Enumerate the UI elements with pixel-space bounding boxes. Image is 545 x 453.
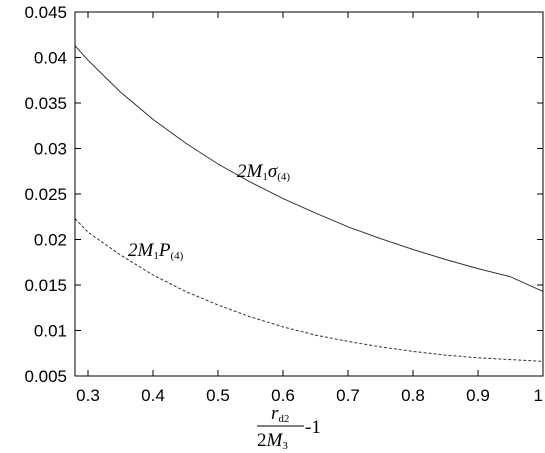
- y-tick-label: 0.025: [24, 185, 67, 204]
- y-tick-label: 0.005: [24, 367, 67, 386]
- xlabel-suffix: -1: [305, 417, 321, 438]
- x-tick-label: 0.5: [206, 386, 230, 405]
- sigma-curve-label: 2M1σ(4): [237, 161, 290, 183]
- x-axis-ticks: 0.3 0.4 0.5 0.6 0.7 0.8 0.9 1: [76, 12, 544, 405]
- pressure-curve-label: 2M1P(4): [128, 240, 184, 262]
- y-tick-label: 0.02: [34, 231, 67, 250]
- x-tick-label: 0.4: [141, 386, 165, 405]
- x-axis-label: rd2 2M3 -1: [257, 403, 321, 452]
- y-tick-label: 0.035: [24, 94, 67, 113]
- x-tick-label: 0.9: [466, 386, 490, 405]
- xlabel-denominator: 2M3: [257, 430, 288, 452]
- y-axis-ticks: 0.005 0.01 0.015 0.02 0.025 0.03 0.035 0.04 0.04…: [24, 3, 543, 386]
- pressure-curve: [74, 218, 544, 362]
- y-tick-label: 0.045: [24, 3, 67, 22]
- x-tick-label: 0.6: [271, 386, 295, 405]
- x-tick-label: 0.7: [336, 386, 360, 405]
- sigma-curve: [74, 45, 544, 292]
- y-tick-label: 0.03: [34, 140, 67, 159]
- y-tick-label: 0.04: [34, 49, 67, 68]
- curves: [74, 45, 544, 362]
- y-tick-label: 0.01: [34, 322, 67, 341]
- x-tick-label: 1: [534, 386, 543, 405]
- xlabel-numerator: rd2: [271, 403, 289, 425]
- x-tick-label: 0.3: [76, 386, 100, 405]
- x-tick-label: 0.8: [401, 386, 425, 405]
- plot-frame: [74, 11, 544, 377]
- y-tick-label: 0.015: [24, 276, 67, 295]
